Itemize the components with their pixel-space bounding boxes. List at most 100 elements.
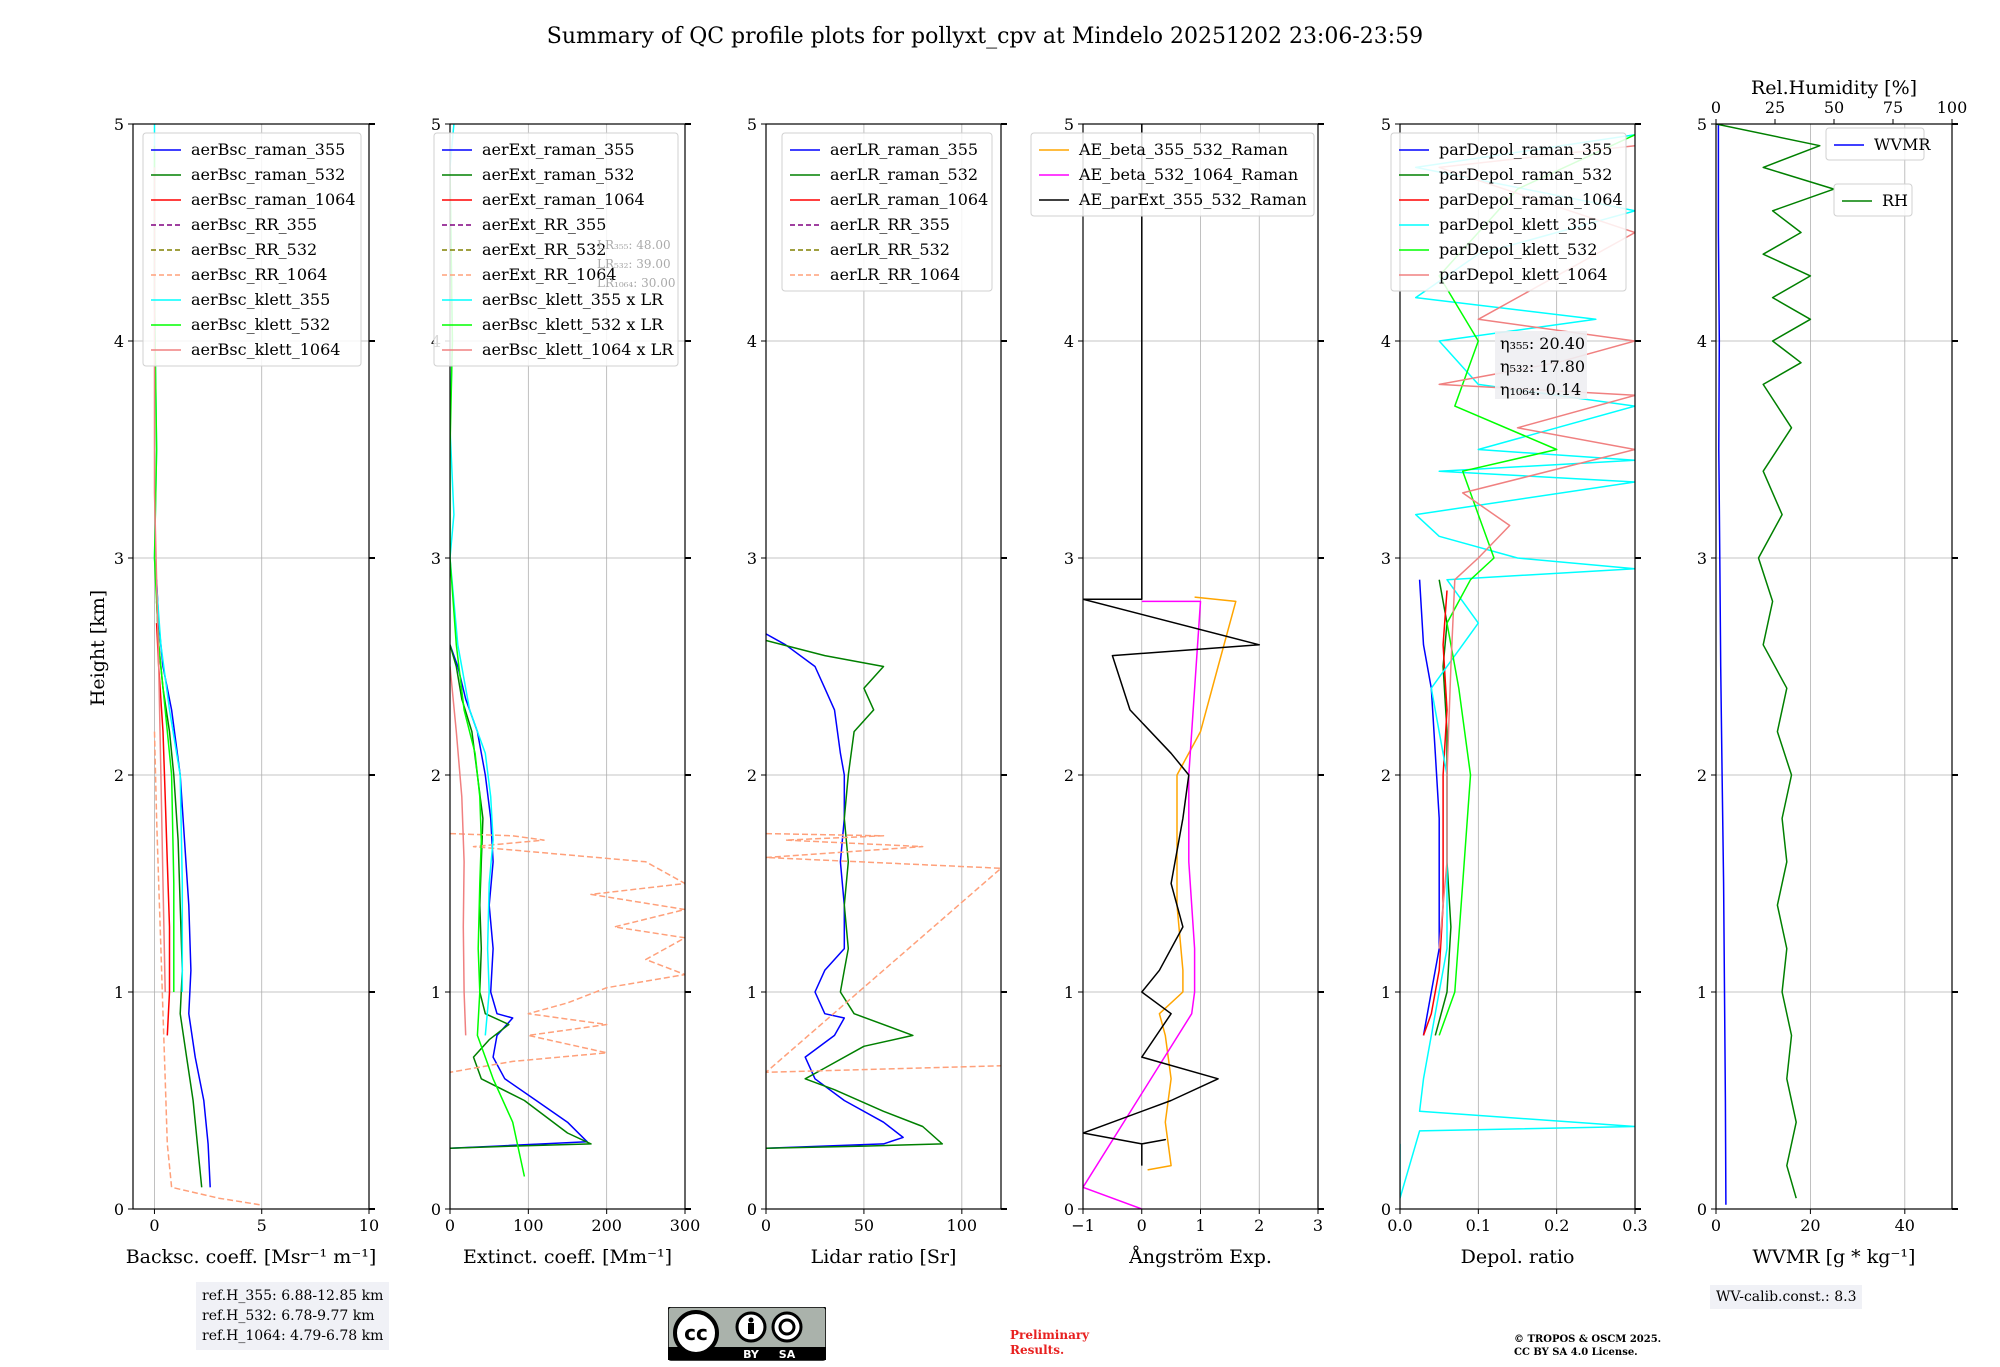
y-tick-label: 3: [114, 549, 124, 568]
ref-height-532: ref.H_532: 6.78-9.77 km: [202, 1308, 375, 1324]
legend-label: aerBsc_RR_355: [191, 215, 317, 234]
annotation-text: LR₃₅₅: 48.00: [597, 238, 671, 252]
annotation-text: η₁₀₆₄: 0.14: [1500, 380, 1581, 399]
x-tick-label: 0.3: [1622, 1216, 1647, 1235]
axes-frame: [1715, 123, 1953, 1210]
copyright-line-1: © TROPOS & OSCM 2025.: [1514, 1334, 1662, 1345]
preliminary-results-note: Preliminary Results.: [1010, 1328, 1089, 1358]
series-line-aerBsc_klett_532 x LR: [450, 167, 526, 1177]
series-line-AE_beta_532_1064_Raman: [1083, 600, 1202, 1209]
x-tick-label: 20: [1800, 1216, 1820, 1235]
legend-label: aerExt_RR_532: [482, 240, 606, 259]
series-line-aerExt_RR_1064: [450, 832, 685, 1074]
x-tick-label: 100: [947, 1216, 978, 1235]
legend-label: aerBsc_klett_355: [191, 290, 330, 309]
y-tick-label: 2: [747, 766, 757, 785]
x2-tick-label: 0: [1711, 98, 1721, 117]
y-tick-label: 5: [1697, 115, 1707, 134]
legend-label: aerBsc_klett_532 x LR: [482, 315, 664, 334]
legend: AE_beta_355_532_Raman AE_beta_532_1064_Ra…: [1030, 132, 1315, 217]
y-tick-label: 3: [747, 549, 757, 568]
legend-label: aerBsc_RR_1064: [191, 265, 327, 284]
y-tick-label: 5: [747, 115, 757, 134]
panel-bsc: 0 5 10 0 1 2 3 4 5 Backsc. coeff. [Msr⁻¹ m⁻¹] aerB…: [114, 115, 379, 1268]
y-tick-label: 4: [1381, 332, 1391, 351]
x-tick-label: 0: [445, 1216, 455, 1235]
y-tick-label: 3: [1697, 549, 1707, 568]
preliminary-line-2: Results.: [1010, 1343, 1065, 1357]
legend-label: aerExt_RR_355: [482, 215, 606, 234]
series-line-AE_beta_355_532_Raman: [1147, 596, 1237, 1171]
legend-label: parDepol_raman_532: [1439, 165, 1612, 184]
legend-label: aerLR_raman_355: [830, 140, 978, 159]
series-line-RH: [1716, 124, 1835, 1199]
legend-box: [1030, 132, 1315, 217]
legend-label: aerExt_raman_355: [482, 140, 635, 159]
legend: aerExt_raman_355 aerExt_raman_532 aerExt_r…: [433, 132, 679, 367]
legend-label: AE_beta_532_1064_Raman: [1078, 165, 1298, 184]
y-tick-label: 2: [1697, 766, 1707, 785]
legend-box: [1833, 183, 1913, 217]
x-tick-label: 0: [1711, 1216, 1721, 1235]
x-tick-label: 0.2: [1544, 1216, 1569, 1235]
y-axis-label: Height [km]: [87, 590, 109, 706]
series-line-aerBsc_raman_355: [155, 579, 211, 1188]
legend-label: aerExt_RR_1064: [482, 265, 617, 284]
y-tick-label: 2: [1381, 766, 1391, 785]
legend-label: aerLR_RR_355: [830, 215, 950, 234]
copyright-note: © TROPOS & OSCM 2025. CC BY SA 4.0 Licen…: [1514, 1333, 1661, 1359]
y-tick-label: 3: [431, 549, 441, 568]
ref-height-1064: ref.H_1064: 4.79-6.78 km: [202, 1328, 384, 1344]
y-tick-label: 4: [114, 332, 124, 351]
series-line-WVMR: [1717, 124, 1727, 1205]
panel-lr: 0 50 100 0 1 2 3 4 5 Lidar ratio [Sr] aerLR_raman_…: [747, 115, 1007, 1268]
axes-frame: [765, 123, 1002, 1210]
x-axis-label: Ångström Exp.: [1128, 1246, 1272, 1268]
series-line-aerBsc_RR_1064: [153, 731, 260, 1206]
legend-box: [1390, 132, 1627, 292]
x-axis-label: Extinct. coeff. [Mm⁻¹]: [463, 1246, 672, 1268]
x-tick-label: 0: [1137, 1216, 1147, 1235]
legend-label: parDepol_klett_355: [1439, 215, 1597, 234]
y-tick-label: 1: [1381, 983, 1391, 1002]
y-tick-label: 5: [114, 115, 124, 134]
y-tick-label: 0: [1064, 1200, 1074, 1219]
series-line-parDepol_klett_532: [1438, 134, 1635, 1036]
legend-label: aerBsc_RR_532: [191, 240, 317, 259]
panel-depol: 0.0 0.1 0.2 0.3 0 1 2 3 4 5 Depol. ratio parDepol_r…: [1381, 115, 1648, 1268]
y-tick-label: 2: [114, 766, 124, 785]
cc-by-label: BY: [743, 1348, 760, 1361]
cc-sa-label: SA: [779, 1348, 796, 1361]
series-line-parDepol_raman_355: [1418, 579, 1440, 1036]
y-tick-label: 1: [1064, 983, 1074, 1002]
x-tick-label: 40: [1895, 1216, 1915, 1235]
y-tick-label: 5: [1064, 115, 1074, 134]
series-line-parDepol_raman_1064: [1422, 590, 1448, 1036]
legend: parDepol_raman_355 parDepol_raman_532 parD…: [1390, 132, 1627, 292]
axes-frame: [132, 123, 370, 1210]
x-tick-label: 50: [854, 1216, 874, 1235]
figure-title: Summary of QC profile plots for pollyxt_…: [547, 24, 1423, 49]
legend-label: aerBsc_klett_355 x LR: [482, 290, 664, 309]
legend: aerLR_raman_355 aerLR_raman_532 aerLR_rama…: [781, 132, 993, 292]
cc-by-sa-icon: cc BY SA: [667, 1306, 827, 1361]
x-tick-label: 200: [591, 1216, 622, 1235]
legend-label: aerBsc_raman_355: [191, 140, 345, 159]
series-line-aerExt_raman_532: [450, 644, 592, 1149]
y-tick-label: 0: [747, 1200, 757, 1219]
series-line-AE_parExt_355_532_Raman: [1083, 124, 1261, 1166]
series-group: [1083, 124, 1261, 1209]
series-group: [1400, 134, 1635, 1199]
x-tick-label: 1: [1195, 1216, 1205, 1235]
legend-label: parDepol_raman_1064: [1439, 190, 1623, 209]
ref-height-355: ref.H_355: 6.88-12.85 km: [202, 1288, 384, 1304]
series-group: [766, 633, 1001, 1149]
legend-label: AE_parExt_355_532_Raman: [1078, 190, 1307, 209]
annotation: η₃₅₅: 20.40 η₅₃₂: 17.80 η₁₀₆₄: 0.14: [1495, 331, 1587, 399]
x-axis-label: Depol. ratio: [1461, 1246, 1575, 1268]
x2-tick-label: 50: [1824, 98, 1844, 117]
legend-label: aerLR_raman_532: [830, 165, 978, 184]
legend: aerBsc_raman_355 aerBsc_raman_532 aerBsc_r…: [142, 132, 362, 367]
y-tick-label: 4: [1697, 332, 1707, 351]
